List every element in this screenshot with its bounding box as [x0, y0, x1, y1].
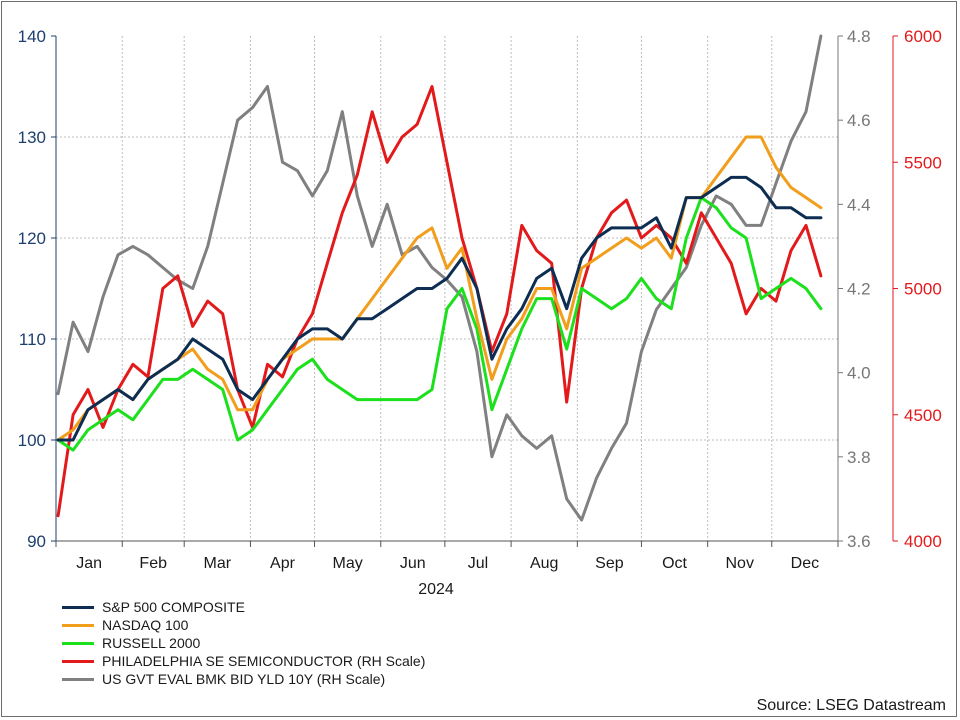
legend-item-russell: RUSSELL 2000	[62, 634, 425, 652]
x-tick-label: Feb	[139, 555, 167, 572]
series-semiconductor-line	[56, 85, 823, 518]
right-tick-label-yield: 4.2	[847, 280, 871, 299]
right-tick-label-yield: 3.6	[847, 532, 871, 551]
legend-swatch-nasdaq	[62, 624, 94, 627]
left-tick-label: 120	[18, 229, 46, 248]
right-tick-label-yield: 4.4	[847, 195, 871, 214]
left-tick-label: 100	[18, 431, 46, 450]
x-tick-label: Oct	[662, 555, 687, 572]
x-axis-label: 2024	[418, 581, 454, 598]
legend-item-sp500: S&P 500 COMPOSITE	[62, 598, 425, 616]
legend-item-semiconductor: PHILADELPHIA SE SEMICONDUCTOR (RH Scale)	[62, 652, 425, 670]
left-tick-label: 140	[18, 27, 46, 46]
legend: S&P 500 COMPOSITE NASDAQ 100 RUSSELL 200…	[62, 598, 425, 688]
legend-swatch-russell	[62, 642, 94, 645]
legend-item-nasdaq: NASDAQ 100	[62, 616, 425, 634]
legend-label-semiconductor: PHILADELPHIA SE SEMICONDUCTOR (RH Scale)	[102, 653, 426, 669]
legend-item-us10y: US GVT EVAL BMK BID YLD 10Y (RH Scale)	[62, 670, 425, 688]
x-tick-label: Aug	[530, 555, 558, 572]
legend-swatch-semiconductor	[62, 660, 94, 663]
legend-swatch-us10y	[62, 678, 94, 681]
axes: Jan Feb Mar Apr May Jun Jul Aug Sep Oct Nov Dec 90 10…	[18, 27, 942, 572]
grid-lines	[56, 36, 838, 541]
right-tick-label-semiconductor: 4500	[904, 406, 942, 425]
x-tick-label: Sep	[595, 555, 624, 572]
series-nasdaq-line	[56, 135, 823, 442]
x-tick-label: Mar	[204, 555, 232, 572]
x-tick-label: Jun	[400, 555, 426, 572]
series-russell-line	[56, 196, 823, 452]
series-sp500-line	[56, 175, 823, 442]
x-tick-label: Jan	[76, 555, 102, 572]
right-tick-label-yield: 4.8	[847, 27, 871, 46]
series-us10y-line	[56, 34, 823, 522]
x-tick-label: Nov	[725, 555, 753, 572]
source-note: Source: LSEG Datastream	[756, 697, 946, 714]
x-tick-label: Dec	[791, 555, 819, 572]
right-tick-label-semiconductor: 5000	[904, 280, 942, 299]
legend-label-us10y: US GVT EVAL BMK BID YLD 10Y (RH Scale)	[102, 671, 386, 687]
left-tick-label: 130	[18, 128, 46, 147]
right-tick-label-yield: 3.8	[847, 448, 871, 467]
x-tick-label: Jul	[468, 555, 488, 572]
x-tick-label: Apr	[270, 555, 296, 572]
legend-label-sp500: S&P 500 COMPOSITE	[102, 599, 245, 615]
legend-swatch-sp500	[62, 606, 94, 609]
right-tick-label-yield: 4.6	[847, 111, 871, 130]
series-lines	[56, 34, 823, 522]
legend-label-nasdaq: NASDAQ 100	[102, 617, 189, 633]
legend-label-russell: RUSSELL 2000	[102, 635, 201, 651]
left-tick-label: 90	[27, 532, 46, 551]
x-tick-label: May	[333, 555, 363, 572]
right-tick-label-semiconductor: 4000	[904, 532, 942, 551]
left-tick-label: 110	[19, 330, 46, 349]
right-tick-label-semiconductor: 6000	[904, 27, 942, 46]
right-tick-label-semiconductor: 5500	[904, 153, 942, 172]
right-tick-label-yield: 4.0	[847, 364, 871, 383]
